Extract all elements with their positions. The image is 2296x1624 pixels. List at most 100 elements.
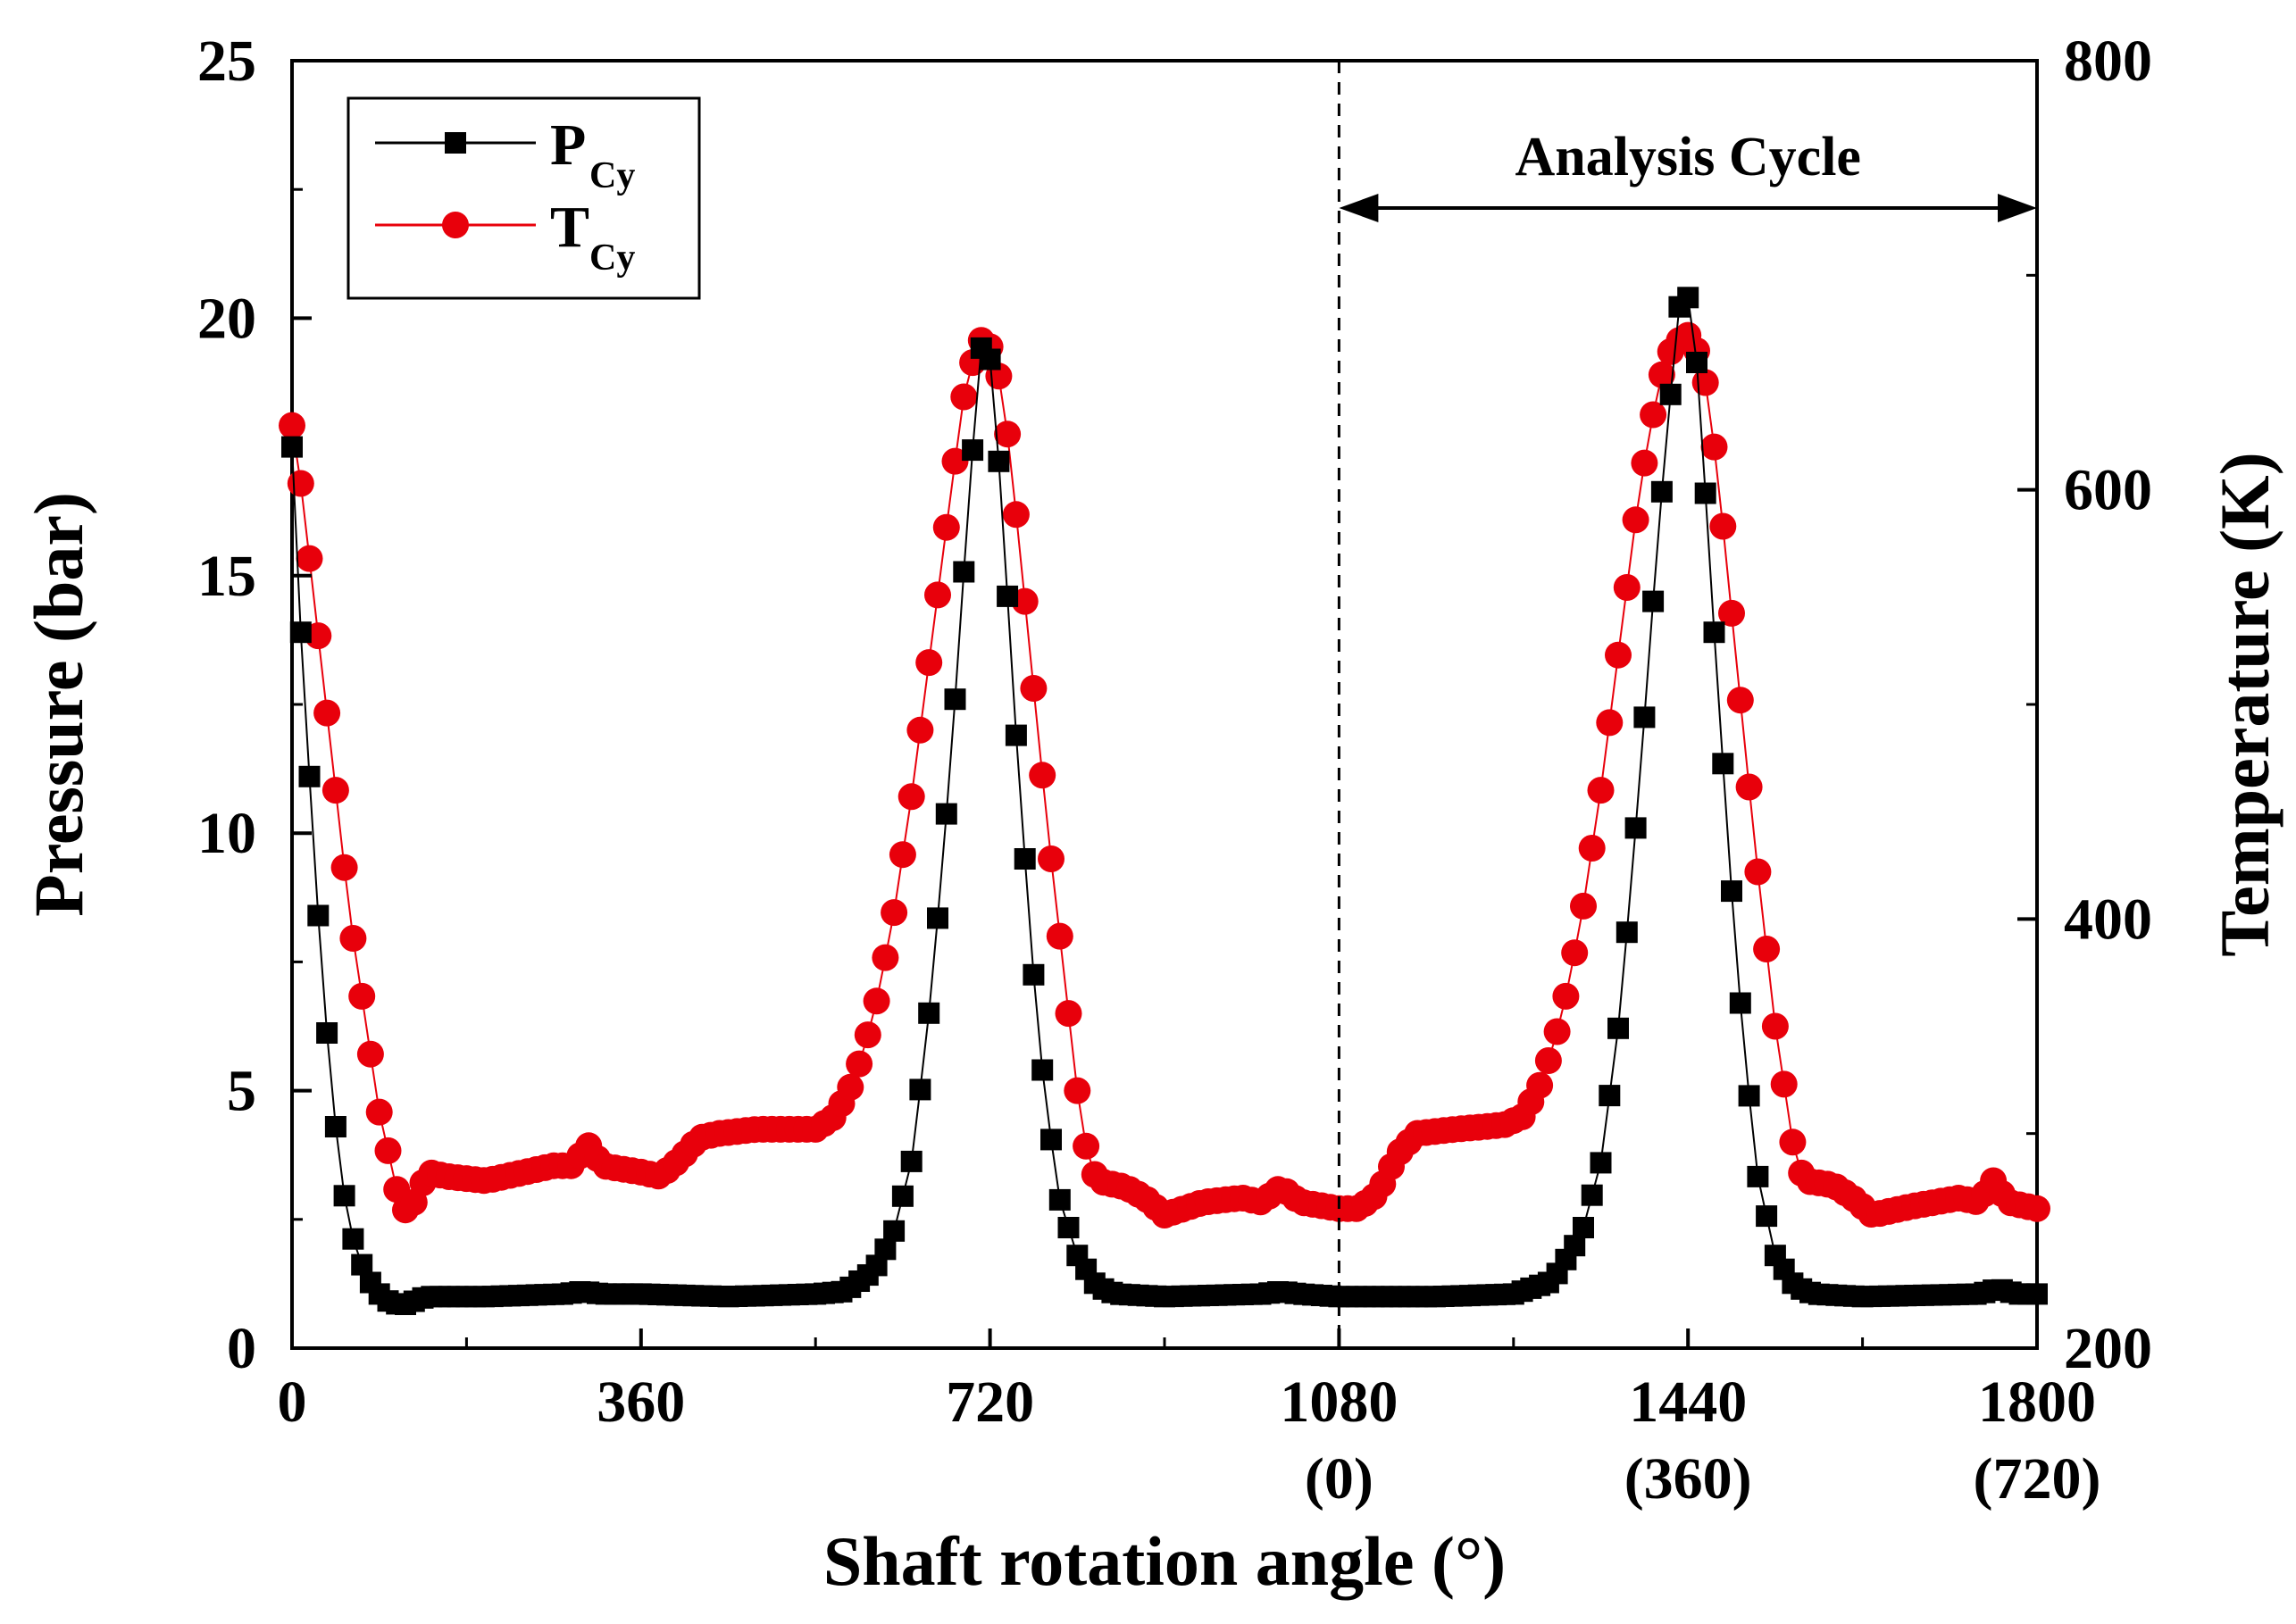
analysis-arrow-head-right [1998,194,2037,222]
analysis-arrow-head-left [1339,194,1379,222]
pressure-point [1624,817,1647,839]
temperature-point [296,545,323,572]
temperature-point [1570,892,1597,920]
pressure-point [1616,921,1638,944]
x-tick-sublabel: (720) [1974,1446,2101,1512]
analysis-cycle-label: Analysis Cycle [1515,127,1861,187]
temperature-point [1779,1128,1807,1156]
temperature-point [889,841,916,869]
pressure-point [944,688,966,711]
pressure-point [1721,880,1742,903]
pressure-point [2026,1283,2048,1305]
temperature-point [374,1137,402,1164]
y-right-tick-label: 800 [2064,29,2152,94]
temperature-point [1534,1047,1562,1074]
y-left-tick-label: 5 [227,1059,256,1124]
temperature-point [941,447,969,475]
pressure-point [874,1238,897,1261]
temperature-point [1046,922,1073,950]
pressure-point [289,621,312,644]
y-left-tick-label: 10 [197,801,256,866]
temperature-point [906,716,934,744]
pressure-point [1023,963,1045,986]
pressure-point [891,1185,914,1207]
temperature-point [846,1050,873,1078]
pressure-point [1057,1217,1080,1238]
temperature-point [1744,858,1772,886]
pressure-point [883,1220,906,1242]
pressure-point [1642,590,1665,612]
temperature-point [1631,449,1658,477]
y-left-tick-label: 20 [197,286,256,351]
temperature-point [1587,777,1615,804]
pressure-point [1573,1217,1594,1238]
pressure-point [1005,724,1027,746]
pressure-point [962,439,984,462]
temperature-point [1622,506,1649,534]
temperature-point [915,649,943,677]
pressure-point [953,561,975,583]
pressure-point [1633,706,1656,729]
pressure-point [1048,1188,1071,1211]
pressure-point [1040,1128,1062,1151]
x-tick-label: 360 [597,1370,685,1435]
temperature-point [313,699,341,727]
temperature-point [1055,1000,1082,1028]
pressure-point [1014,848,1036,870]
temperature-point [1552,982,1580,1010]
temperature-point [2024,1195,2050,1222]
pressure-point [1756,1205,1778,1228]
temperature-point [863,987,890,1015]
temperature-point [1561,939,1589,967]
pressure-point [927,907,948,929]
x-tick-sublabel: (360) [1624,1446,1752,1512]
temperature-point [1011,587,1039,615]
legend-label-pressure: P [550,112,586,178]
y-left-axis-title: Pressure (bar) [20,492,97,917]
pressure-point [988,450,1010,472]
y-left-tick-label: 15 [197,544,256,609]
temperature-point [321,777,349,804]
temperature-point [932,513,960,541]
x-tick-label: 1800 [1978,1370,2096,1435]
pressure-point [1581,1184,1603,1206]
legend-marker-pressure [445,132,466,154]
axes-group: 0 360 720 1080 (0) 1440 (360) 1800 (720) 0 5 10 15 20… [20,29,2283,1600]
x-axis-title: Shaft rotation angle (°) [823,1522,1506,1600]
temperature-point [1770,1070,1798,1098]
temperature-point [287,470,314,497]
x-tick-label: 1080 [1280,1370,1398,1435]
y-right-tick-label: 400 [2064,887,2152,952]
y-left-tick-label: 25 [197,29,256,94]
pressure-point [333,1185,355,1207]
temperature-point [837,1073,864,1101]
x-tick-label: 0 [278,1370,307,1435]
pressure-point [1747,1165,1769,1187]
legend-sublabel-pressure: Cy [589,155,635,196]
temperature-point [1073,1132,1100,1160]
temperature-point [881,899,908,927]
pressure-point [1738,1085,1760,1107]
temperature-point [924,581,951,609]
temperature-point [1640,401,1667,429]
temperature-point [339,925,367,952]
pressure-point [1677,287,1699,309]
x-tick-sublabel: (0) [1305,1446,1373,1512]
y-right-tick-label: 200 [2064,1316,2152,1381]
annotation-group: Analysis Cycle [1337,61,2037,1348]
legend-marker-temperature [442,212,469,238]
x-tick-label: 1440 [1629,1370,1747,1435]
pressure-point [1694,482,1716,504]
temperature-point [950,383,978,411]
pressure-point [1031,1059,1054,1081]
temperature-point [994,421,1022,448]
pressure-point [298,765,321,787]
temperature-point [1002,501,1030,529]
pressure-point [909,1079,931,1101]
temperature-point [1038,845,1065,872]
y-left-tick-label: 0 [227,1316,256,1381]
temperature-point [1029,762,1056,789]
temperature-point [898,783,925,811]
temperature-point [1613,574,1641,601]
temperature-point [1526,1071,1554,1099]
